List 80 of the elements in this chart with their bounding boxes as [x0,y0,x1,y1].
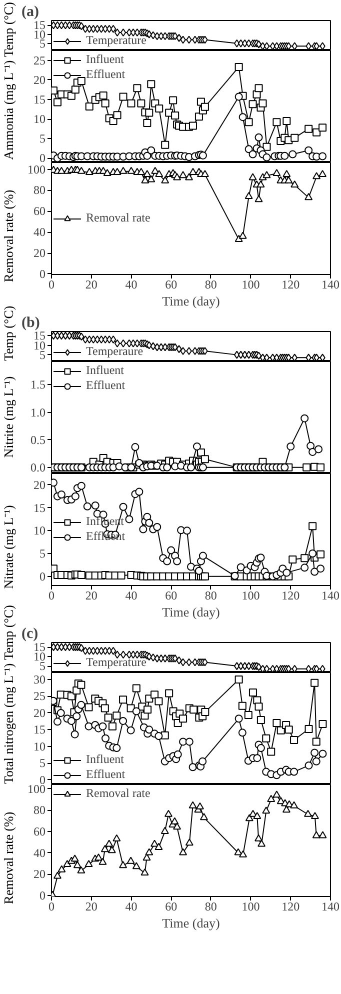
legend-label: Removal rate [86,786,150,801]
legend-label: Removal rate [86,210,150,226]
x-tick-label: 20 [85,588,98,602]
x-tick-label: 140 [322,278,340,292]
y-axis-title: Temp (°C) [0,306,17,361]
chart-title: (a) [22,4,39,20]
y-tick-label: 0 [40,888,46,902]
y-tick-label: 1.5 [30,378,46,392]
x-tick-label: 80 [204,588,217,602]
x-tick-label: 100 [242,900,260,914]
x-axis-title: Time (day) [162,294,220,308]
y-tick-label: 20 [34,478,46,492]
legend-label: Temperaure [86,344,144,359]
y-axis-title: Nitrite (mg L⁻¹) [0,375,17,460]
x-tick-label: 60 [165,278,178,292]
y-tick-label: 5 [40,546,46,560]
x-tick-label: 0 [48,588,54,602]
y-tick-label: 0 [40,569,46,584]
x-tick-label: 40 [125,900,138,914]
x-axis-title: Time (day) [162,916,220,930]
y-tick-label: 25 [34,689,46,704]
x-tick-label: 80 [204,900,217,914]
y-tick-label: 15 [34,92,46,106]
y-axis-title: Nitrate (mg L⁻¹) [1,505,16,589]
legend-label: Influent [86,752,124,767]
x-tick-label: 100 [242,278,260,292]
y-tick-label: 0.5 [30,432,46,447]
x-tick-label: 20 [85,278,98,292]
x-axis-title: Time (day) [162,604,220,620]
y-tick-label: 40 [34,846,46,860]
y-tick-label: 60 [34,824,46,838]
legend-label: Temperature [86,33,146,48]
y-tick-label: 0 [40,266,46,281]
legend-label: Effluent [86,378,126,393]
x-tick-label: 40 [125,278,138,292]
y-axis-title: Removal rate (%) [1,190,16,282]
x-tick-label: 0 [48,900,54,914]
y-tick-label: 10 [34,524,46,538]
y-tick-label: 15 [34,722,46,737]
y-tick-label: 10 [34,739,46,754]
x-tick-label: 60 [165,588,178,602]
x-tick-label: 0 [48,278,54,292]
y-tick-label: 1.0 [30,405,46,420]
y-tick-label: 0.0 [30,460,46,474]
y-tick-label: 5 [40,132,46,146]
legend-label: Influent [86,52,124,67]
x-tick-label: 80 [204,278,217,292]
y-axis-title: Removal rate (%) [0,810,17,906]
chart-title: (c) [22,626,38,642]
x-tick-label: 140 [322,588,340,602]
y-tick-label: 80 [34,183,46,198]
x-tick-label: 40 [125,588,138,602]
x-tick-label: 120 [282,278,300,292]
legend-label: Influent [86,363,124,378]
y-tick-label: 5 [40,659,46,674]
y-tick-label: 30 [34,672,46,687]
y-tick-label: 10 [34,112,46,126]
x-tick-label: 100 [242,588,260,602]
x-tick-label: 20 [85,900,98,914]
y-axis-title: Total nitrogen (mg L⁻¹) Temp (°C) [0,605,17,784]
y-tick-label: 20 [34,246,46,260]
y-tick-label: 15 [34,500,46,515]
y-tick-label: 5 [40,756,46,770]
y-tick-label: 15 [34,328,46,343]
y-tick-label: 20 [34,72,46,87]
y-tick-label: 25 [34,53,46,68]
legend-label: Effluent [86,767,126,782]
x-tick-label: 120 [282,588,300,602]
y-tick-label: 60 [34,204,46,218]
x-tick-label: 60 [165,900,178,914]
y-tick-label: 20 [34,706,46,720]
chart-title: (b) [22,315,40,331]
legend-label: Effluent [86,67,126,82]
x-tick-label: 140 [322,900,340,914]
y-axis-title: Ammonia (mg L⁻¹) Temp (°C) [0,1,17,162]
y-tick-label: 40 [34,225,46,240]
legend-label: Temperature [86,655,146,670]
y-tick-label: 80 [34,803,46,818]
x-tick-label: 120 [282,900,300,914]
y-tick-label: 20 [34,867,46,882]
